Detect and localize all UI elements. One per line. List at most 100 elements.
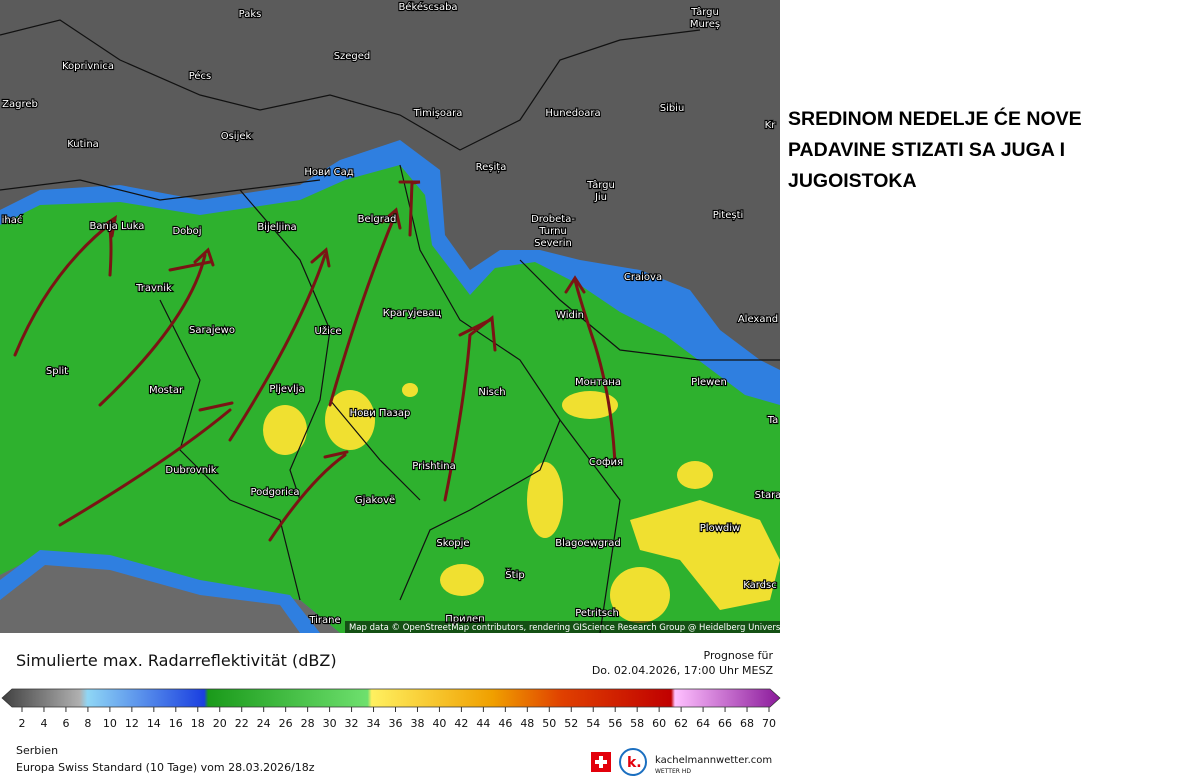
tick-label: 26 [279,717,293,730]
swiss-cross [595,756,607,768]
city-label: Kr [765,120,777,131]
city-label: Gjakovë [355,495,395,506]
tick-label: 36 [389,717,403,730]
brand-tagline: WETTER HD [655,768,691,775]
city-label: Koprivnica [62,61,114,72]
city-label: Plowdiw [700,523,740,534]
city-label: Osijek [221,131,252,142]
tick-label: 30 [323,717,337,730]
legend-title: Simulierte max. Radarreflektivität (dBZ) [16,651,337,670]
tick-label: 48 [520,717,534,730]
city-label: Монтана [575,377,621,388]
city-label: Nisch [478,387,505,398]
city-label: Travnik [135,283,172,294]
precip-light [0,550,320,633]
city-label: Paks [239,9,262,20]
tick-label: 18 [191,717,205,730]
map-credit: Map data © OpenStreetMap contributors, r… [349,623,780,633]
city-label: Крагујевац [383,307,442,319]
city-label: Kutina [67,139,99,150]
tick-label: 12 [125,717,139,730]
color-bar [1,688,781,708]
city-label: Timișoara [413,108,463,119]
tick-label: 2 [19,717,26,730]
city-label: Bijeljina [257,222,296,233]
brand-logo [619,748,647,776]
city-label: Severin [534,238,572,249]
brand-logo-letter: k. [627,755,642,771]
tick-label: 64 [696,717,710,730]
legend-panel: Simulierte max. Radarreflektivität (dBZ)… [1,649,781,776]
city-label: Reșița [476,162,507,173]
city-label: Banja Luka [90,221,145,232]
city-label: Szeged [334,51,371,62]
city-label: Sibiu [660,103,685,114]
borders [0,19,780,633]
city-label: Widin [556,310,584,321]
city-label: Petritsch [575,608,619,619]
city-label: Alexand [738,314,778,325]
sea-area [0,555,340,633]
city-label: Tirane [308,615,340,626]
city-label: Split [46,366,68,377]
city-label: Craiova [624,272,662,283]
city-label: Zagreb [2,99,38,110]
precip-heavy [263,383,780,623]
tick-label: 66 [718,717,732,730]
city-label: Pitești [713,210,744,221]
credit-background [345,621,780,633]
tick-label: 44 [476,717,490,730]
tick-label: 10 [103,717,117,730]
city-label: Drobeta- [531,214,575,225]
city-label: Hunedoara [545,108,600,119]
tick-label: 38 [410,717,424,730]
tick-label: 68 [740,717,754,730]
region: Serbien [16,744,58,757]
tick-label: 52 [564,717,578,730]
tick-label: 20 [213,717,227,730]
city-label: Skopje [436,538,469,549]
tick-label: 22 [235,717,249,730]
tick-label: 40 [432,717,446,730]
city-label: Pljevlja [269,384,304,395]
city-label: Нови Пазар [350,408,411,419]
tick-label: 58 [630,717,644,730]
city-label: Jiu [594,192,607,203]
tick-label: 4 [40,717,47,730]
city-label: Pécs [189,70,212,82]
city-label: Plewen [691,377,727,388]
flow-arrows [13,180,617,542]
city-label: ihać [2,214,23,226]
city-label: Sarajewo [189,325,235,336]
tick-label: 8 [84,717,91,730]
city-label: Podgorica [250,487,299,498]
city-label: Târgu [690,6,719,18]
city-label: Prishtina [412,461,455,472]
forecast-label: Prognose für [704,649,774,662]
city-label: Mostar [149,385,184,396]
city-label: Mureș [690,19,720,30]
tick-label: 42 [454,717,468,730]
city-label: Užice [315,325,342,337]
tick-label: 6 [62,717,69,730]
tick-label: 50 [542,717,556,730]
tick-label: 34 [367,717,381,730]
tick-label: 16 [169,717,183,730]
annotation: SREDINOM NEDELJE ĆE NOVE PADAVINE STIZAT… [788,104,1082,197]
city-label: София [589,457,623,468]
tick-label: 54 [586,717,600,730]
city-label: Štip [505,568,524,581]
tick-label: 28 [301,717,315,730]
tick-label: 56 [608,717,622,730]
tick-label: 24 [257,717,271,730]
city-label: Turnu [538,226,567,237]
city-label: Belgrad [358,214,397,225]
city-label: Doboj [172,226,201,237]
model-run: Europa Swiss Standard (10 Tage) vom 28.0… [16,761,315,774]
city-label: Kardsc [743,580,777,591]
city-label: Târgu [586,179,615,191]
tick-label: 60 [652,717,666,730]
city-label: Нови Сад [304,167,353,178]
